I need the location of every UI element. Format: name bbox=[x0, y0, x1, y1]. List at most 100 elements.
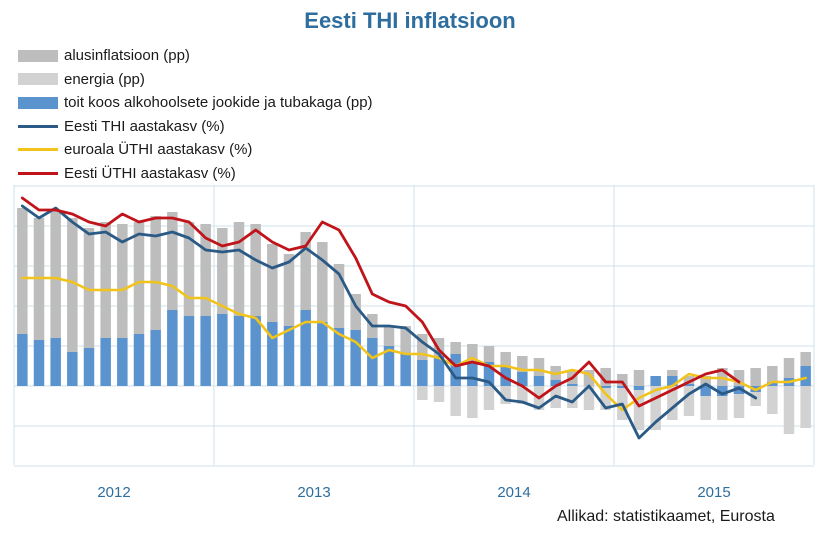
bar-core bbox=[350, 294, 361, 330]
line-est-cpi bbox=[20, 204, 758, 440]
bar-food bbox=[433, 356, 445, 386]
bar-food bbox=[467, 362, 478, 386]
legend-label-food: toit koos alkohoolsete jookide ja tubaka… bbox=[64, 94, 373, 112]
bar-food bbox=[600, 386, 611, 388]
bar-food bbox=[383, 346, 395, 386]
bar-core bbox=[100, 222, 111, 338]
bar-food bbox=[717, 386, 728, 396]
bar-food bbox=[167, 310, 178, 386]
bar-core bbox=[217, 228, 228, 314]
legend-label-est-cpi: Eesti THI aastakasv (%) bbox=[64, 117, 225, 135]
bar-energy bbox=[783, 386, 795, 434]
bar-food bbox=[633, 386, 645, 390]
bar-core bbox=[667, 370, 678, 376]
bar-energy bbox=[633, 390, 645, 430]
bar-food bbox=[650, 376, 661, 386]
bar-core bbox=[283, 254, 295, 326]
legend-swatch-energy bbox=[18, 73, 58, 86]
bar-food bbox=[550, 380, 561, 386]
bar-core bbox=[600, 368, 611, 386]
bar-core bbox=[583, 370, 595, 386]
bar-food bbox=[450, 354, 461, 386]
bar-core bbox=[250, 224, 261, 316]
x-axis-labels: 2012 2013 2014 2015 bbox=[97, 484, 730, 501]
bar-core bbox=[733, 370, 745, 386]
bar-energy bbox=[467, 386, 478, 418]
line-est-hicp bbox=[20, 196, 741, 408]
bar-core bbox=[400, 326, 411, 354]
bar-energy bbox=[500, 386, 511, 404]
legend-item-ea-hicp: euroala ÜTHI aastakasv (%) bbox=[18, 138, 373, 162]
bar-food bbox=[767, 382, 778, 386]
bar-food bbox=[533, 376, 545, 386]
bar-core bbox=[483, 346, 495, 362]
bar-core bbox=[767, 366, 778, 382]
legend-label-ea-hicp: euroala ÜTHI aastakasv (%) bbox=[64, 141, 253, 159]
chart-title: Eesti THI inflatsioon bbox=[304, 8, 516, 33]
bar-food bbox=[417, 360, 428, 386]
bar-energy bbox=[483, 386, 495, 410]
bar-core bbox=[317, 242, 328, 322]
legend: alusinflatsioon (pp) energia (pp) toit k… bbox=[18, 44, 373, 185]
x-axis-label: 2014 bbox=[497, 484, 530, 501]
bar-core bbox=[500, 352, 511, 366]
legend-label-est-hicp: Eesti ÜTHI aastakasv (%) bbox=[64, 164, 236, 182]
bar-core bbox=[117, 224, 128, 338]
bar-energy bbox=[667, 386, 678, 420]
bar-food bbox=[217, 314, 228, 386]
bar-food bbox=[350, 330, 361, 386]
bar-energy bbox=[417, 386, 428, 400]
bar-energy bbox=[733, 394, 745, 418]
bar-core bbox=[300, 232, 311, 310]
bar-core bbox=[83, 228, 95, 348]
bar-energy bbox=[433, 386, 445, 402]
x-axis-label: 2015 bbox=[697, 484, 730, 501]
bar-food bbox=[17, 334, 28, 386]
bar-food bbox=[233, 316, 245, 386]
bar-food bbox=[617, 386, 628, 388]
lines bbox=[20, 196, 808, 440]
bar-food bbox=[200, 316, 211, 386]
legend-item-est-hicp: Eesti ÜTHI aastakasv (%) bbox=[18, 162, 373, 186]
bar-food bbox=[300, 310, 311, 386]
legend-swatch-food bbox=[18, 96, 58, 109]
legend-item-est-cpi: Eesti THI aastakasv (%) bbox=[18, 115, 373, 139]
bar-core bbox=[17, 208, 28, 334]
bar-food bbox=[517, 372, 528, 386]
bar-food bbox=[100, 338, 111, 386]
bar-energy bbox=[700, 396, 711, 420]
bar-core bbox=[750, 368, 761, 386]
bar-core bbox=[167, 212, 178, 310]
bar-food bbox=[400, 354, 411, 386]
bar-food bbox=[150, 330, 161, 386]
x-axis-label: 2012 bbox=[97, 484, 130, 501]
bar-energy bbox=[583, 386, 595, 410]
bar-energy bbox=[650, 386, 661, 430]
bar-food bbox=[317, 322, 328, 386]
bar-food bbox=[333, 328, 345, 386]
bar-core bbox=[783, 358, 795, 378]
bar-energy bbox=[717, 396, 728, 420]
bar-food bbox=[83, 348, 95, 386]
bar-core bbox=[383, 326, 395, 346]
bar-core bbox=[267, 244, 278, 322]
bar-food bbox=[733, 386, 745, 394]
bar-energy bbox=[800, 386, 811, 428]
bar-food bbox=[667, 376, 678, 386]
legend-swatch-est-cpi bbox=[18, 124, 58, 128]
bar-core bbox=[433, 338, 445, 356]
bar-food bbox=[133, 334, 145, 386]
bar-core bbox=[133, 222, 145, 334]
bars bbox=[17, 208, 811, 434]
bar-food bbox=[33, 340, 45, 386]
bar-core bbox=[467, 344, 478, 362]
x-axis-label: 2013 bbox=[297, 484, 330, 501]
bar-energy bbox=[567, 386, 578, 408]
bar-core bbox=[333, 264, 345, 328]
legend-label-energy: energia (pp) bbox=[64, 70, 145, 88]
source-note: Allikad: statistikaamet, Eurosta bbox=[557, 508, 775, 525]
legend-swatch-core bbox=[18, 49, 58, 62]
bar-energy bbox=[600, 388, 611, 410]
legend-item-core: alusinflatsioon (pp) bbox=[18, 44, 373, 68]
